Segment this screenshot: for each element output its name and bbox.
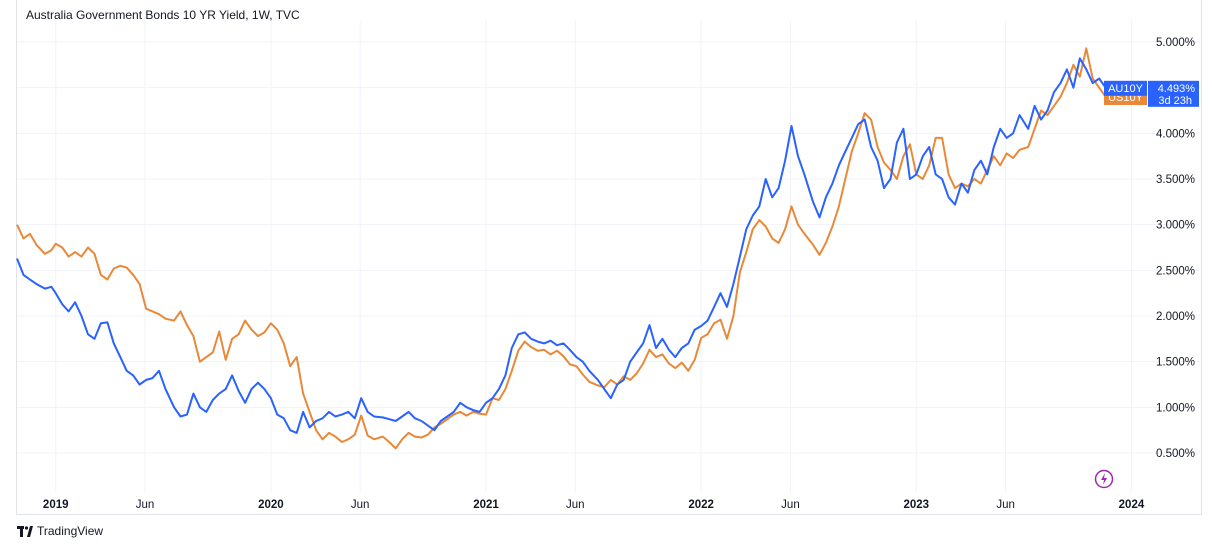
series-line-us10y[interactable] xyxy=(16,47,1113,450)
y-tick-label: 3.500% xyxy=(1156,174,1195,186)
series-value-tag xyxy=(1148,80,1199,107)
x-tick-label: 2019 xyxy=(43,499,69,511)
chart-area[interactable]: 5.000%4.500%4.000%3.500%3.000%2.500%2.00… xyxy=(0,0,1212,520)
series-name-tag xyxy=(1104,80,1147,96)
x-tick-label: Jun xyxy=(566,499,585,511)
x-tick-label: Jun xyxy=(996,499,1015,511)
chart-frame xyxy=(16,0,1202,515)
x-tick-label: Jun xyxy=(136,499,155,511)
y-tick-label: 2.500% xyxy=(1156,265,1195,277)
y-tick-label: 1.500% xyxy=(1156,357,1195,369)
countdown-label: 3d 23h xyxy=(1158,95,1192,107)
brand-name: TradingView xyxy=(37,524,104,538)
series-name-label: AU10Y xyxy=(1108,83,1144,95)
grid-layer xyxy=(17,20,1200,493)
x-tick-label: 2024 xyxy=(1119,499,1145,511)
x-tick-label: 2023 xyxy=(904,499,930,511)
x-tick-label: 2021 xyxy=(473,499,499,511)
y-tick-label: 2.000% xyxy=(1156,311,1195,323)
x-tick-label: 2020 xyxy=(258,499,284,511)
x-tick-label: 2022 xyxy=(688,499,714,511)
x-tick-label: Jun xyxy=(781,499,800,511)
series-line-au10y[interactable] xyxy=(16,57,1113,434)
y-tick-label: 5.000% xyxy=(1156,37,1195,49)
chart-title: Australia Government Bonds 10 YR Yield, … xyxy=(26,8,300,22)
series-layer xyxy=(16,47,1113,450)
y-tick-label: 0.500% xyxy=(1156,448,1195,460)
y-tick-label: 1.000% xyxy=(1156,402,1195,414)
tradingview-logo-icon xyxy=(17,525,33,537)
x-axis[interactable]: 2019 Jun 2020 Jun 2021 Jun 2022 Jun 2023 Jun 2024 xyxy=(43,499,1145,511)
y-tick-label: 4.000% xyxy=(1156,128,1195,140)
series-value-label: 4.493% xyxy=(1158,83,1196,95)
x-tick-label: Jun xyxy=(351,499,370,511)
y-tick-label: 3.000% xyxy=(1156,220,1195,232)
tradingview-brand[interactable]: TradingView xyxy=(17,524,103,538)
lightning-icon[interactable] xyxy=(1094,469,1114,489)
